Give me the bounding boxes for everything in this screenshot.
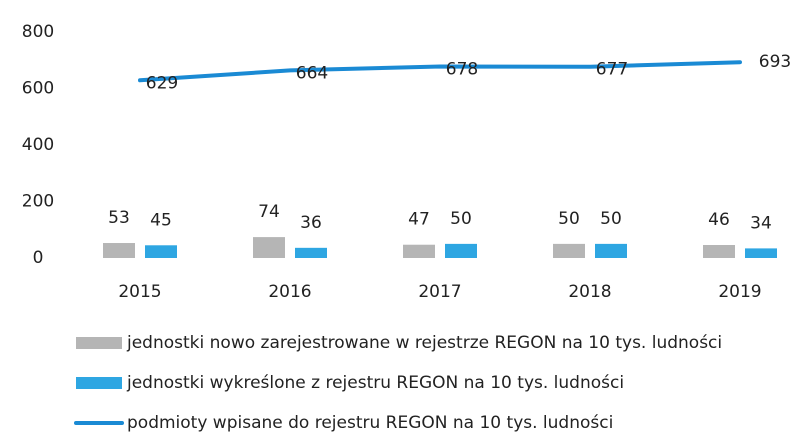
bar xyxy=(703,245,735,258)
bar-value-label: 50 xyxy=(450,209,472,229)
bar-value-label: 50 xyxy=(558,209,580,229)
y-tick-label: 0 xyxy=(33,248,44,268)
y-tick-label: 800 xyxy=(22,22,54,42)
legend-swatch xyxy=(76,377,122,389)
bar-value-label: 47 xyxy=(408,210,430,230)
x-tick-label: 2019 xyxy=(718,282,761,302)
legend-label: jednostki wykreślone z rejestru REGON na… xyxy=(126,373,624,393)
y-tick-label: 600 xyxy=(22,79,54,99)
bar-value-label: 53 xyxy=(108,208,130,228)
bar xyxy=(103,243,135,258)
line-value-label: 664 xyxy=(296,63,328,83)
bar xyxy=(145,245,177,258)
y-tick-label: 200 xyxy=(22,192,54,212)
bar-value-label: 46 xyxy=(708,210,730,230)
x-tick-label: 2016 xyxy=(268,282,311,302)
bar-value-label: 45 xyxy=(150,210,172,230)
bar xyxy=(295,247,327,258)
bar xyxy=(253,237,285,258)
bar-value-label: 34 xyxy=(750,213,772,233)
x-tick-label: 2017 xyxy=(418,282,461,302)
bar xyxy=(403,244,435,258)
x-tick-label: 2015 xyxy=(118,282,161,302)
bar-value-label: 36 xyxy=(300,213,322,233)
legend-swatch xyxy=(76,337,122,349)
line-value-label: 677 xyxy=(596,60,628,80)
bar xyxy=(595,243,627,258)
bar xyxy=(445,243,477,258)
y-tick-label: 400 xyxy=(22,135,54,155)
line-value-label: 629 xyxy=(146,73,178,93)
x-tick-label: 2018 xyxy=(568,282,611,302)
bar xyxy=(745,248,777,258)
legend-label: podmioty wpisane do rejestru REGON na 10… xyxy=(127,413,613,433)
line xyxy=(138,60,742,83)
line-value-label: 678 xyxy=(446,59,478,79)
bar-value-label: 50 xyxy=(600,209,622,229)
bar-value-label: 74 xyxy=(258,202,280,222)
bar xyxy=(553,243,585,258)
line-value-label: 693 xyxy=(759,52,791,72)
legend-label: jednostki nowo zarejestrowane w rejestrz… xyxy=(126,333,722,353)
